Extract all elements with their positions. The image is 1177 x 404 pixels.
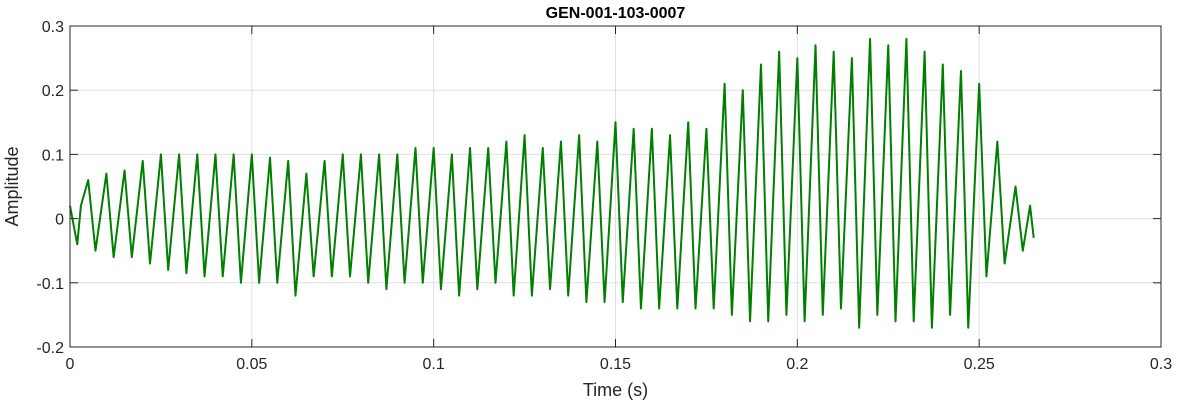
ticks-layer: 0 0.05 0.1 0.15 0.2 0.25 0.3 -0.2 -0.1 0 0.1 0.2 0.3 <box>36 19 1172 373</box>
series-layer <box>69 37 1035 329</box>
y-axis-label: Amplitude <box>2 146 22 226</box>
y-tick-label: 0.1 <box>42 147 64 164</box>
series-line <box>69 37 1035 329</box>
y-tick-label: 0.2 <box>42 83 64 100</box>
x-tick-label: 0.2 <box>786 356 808 373</box>
y-tick-label: 0.3 <box>42 19 64 36</box>
x-tick-label: 0.25 <box>964 356 995 373</box>
y-tick-label: -0.2 <box>36 340 64 357</box>
x-tick-label: 0 <box>66 356 75 373</box>
x-tick-label: 0.15 <box>600 356 631 373</box>
x-tick-label: 0.1 <box>423 356 445 373</box>
x-tick-label: 0.05 <box>236 356 267 373</box>
x-tick-label: 0.3 <box>1150 356 1172 373</box>
chart-title: GEN-001-103-0007 <box>546 5 686 22</box>
x-axis-label: Time (s) <box>583 380 648 400</box>
y-tick-label: 0 <box>55 212 64 229</box>
y-tick-label: -0.1 <box>36 276 64 293</box>
